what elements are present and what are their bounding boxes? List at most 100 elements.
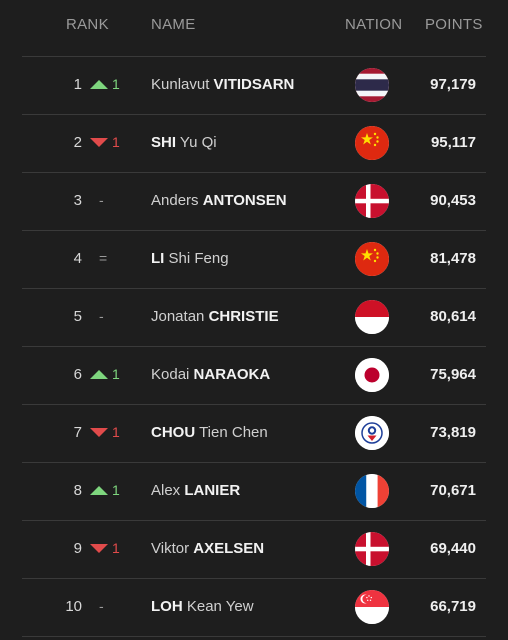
rank-number: 8: [73, 482, 82, 499]
player-points: 95,117: [430, 134, 476, 151]
name-column-header[interactable]: NAME: [151, 16, 196, 33]
player-name[interactable]: LI Shi Feng: [151, 250, 229, 267]
player-last-name: LI: [151, 250, 165, 267]
player-last-name: SHI: [151, 134, 177, 151]
table-row[interactable]: 10 - LOH Kean Yew 66,719: [22, 578, 486, 637]
table-row[interactable]: 5 - Jonatan CHRISTIE 80,614: [22, 288, 486, 346]
player-last-name: NARAOKA: [193, 366, 271, 383]
player-name[interactable]: LOH Kean Yew: [151, 598, 254, 615]
rank-movement-value: -: [99, 192, 104, 208]
rank-movement: 1: [90, 482, 130, 500]
player-name[interactable]: Jonatan CHRISTIE: [151, 308, 279, 325]
singapore-flag-icon: [355, 590, 389, 624]
rank-down-arrow-icon: [90, 543, 108, 553]
table-row[interactable]: 8 1 Alex LANIER 70,671: [22, 462, 486, 520]
player-name[interactable]: Viktor AXELSEN: [151, 540, 264, 557]
player-last-name: LOH: [151, 598, 183, 615]
thailand-flag-icon: [355, 68, 389, 102]
rank-movement-value: 1: [112, 76, 120, 92]
rank-movement: 1: [90, 76, 130, 94]
player-first-name: Jonatan: [151, 308, 205, 325]
rank-number: 1: [73, 76, 82, 93]
rank-up-arrow-icon: [90, 485, 108, 495]
rank-movement: 1: [90, 366, 130, 384]
points-column-header[interactable]: POINTS: [425, 16, 483, 33]
table-row[interactable]: 7 1 CHOU Tien Chen 73,819: [22, 404, 486, 462]
player-name[interactable]: Kodai NARAOKA: [151, 366, 270, 383]
rank-number: 7: [73, 424, 82, 441]
player-points: 90,453: [430, 192, 476, 209]
player-points: 80,614: [430, 308, 476, 325]
player-first-name: Alex: [151, 482, 181, 499]
player-first-name: Kunlavut: [151, 76, 210, 93]
rank-up-arrow-icon: [90, 79, 108, 89]
player-name[interactable]: Alex LANIER: [151, 482, 240, 499]
player-points: 81,478: [430, 250, 476, 267]
rank-movement: -: [90, 598, 139, 616]
player-first-name: Kean Yew: [186, 598, 254, 615]
table-row[interactable]: 4 = LI Shi Feng 81,478: [22, 230, 486, 288]
rank-movement-value: =: [99, 250, 108, 266]
player-first-name: Yu Qi: [179, 134, 217, 151]
rank-number: 3: [73, 192, 82, 209]
rank-number: 9: [73, 540, 82, 557]
indonesia-flag-icon: [355, 300, 389, 334]
france-flag-icon: [355, 474, 389, 508]
player-first-name: Kodai: [151, 366, 190, 383]
rank-number: 2: [73, 134, 82, 151]
rank-movement-value: 1: [112, 482, 120, 498]
table-row[interactable]: 9 1 Viktor AXELSEN 69,440: [22, 520, 486, 578]
table-row[interactable]: 6 1 Kodai NARAOKA 75,964: [22, 346, 486, 404]
player-points: 97,179: [430, 76, 476, 93]
rank-movement-value: -: [99, 598, 104, 614]
table-row[interactable]: 1 1 Kunlavut VITIDSARN 97,179: [22, 56, 486, 114]
rank-movement: =: [90, 250, 139, 268]
player-first-name: Viktor: [151, 540, 190, 557]
player-name[interactable]: SHI Yu Qi: [151, 134, 217, 151]
rank-column-header[interactable]: RANK: [66, 16, 109, 33]
rank-number: 5: [73, 308, 82, 325]
player-points: 73,819: [430, 424, 476, 441]
china-flag-icon: [355, 126, 389, 160]
rank-number: 6: [73, 366, 82, 383]
rank-movement-value: 1: [112, 540, 120, 556]
rank-movement-value: 1: [112, 134, 120, 150]
player-points: 70,671: [430, 482, 476, 499]
rank-down-arrow-icon: [90, 137, 108, 147]
rank-movement-value: 1: [112, 366, 120, 382]
player-last-name: VITIDSARN: [213, 76, 295, 93]
rank-movement-value: -: [99, 308, 104, 324]
player-last-name: LANIER: [184, 482, 241, 499]
rank-movement: -: [90, 192, 139, 210]
player-first-name: Tien Chen: [199, 424, 268, 441]
china-flag-icon: [355, 242, 389, 276]
rank-number: 10: [65, 598, 82, 615]
rank-down-arrow-icon: [90, 427, 108, 437]
rank-movement: 1: [90, 134, 130, 152]
player-points: 66,719: [430, 598, 476, 615]
denmark-flag-icon: [355, 184, 389, 218]
denmark-flag-icon: [355, 532, 389, 566]
rank-up-arrow-icon: [90, 369, 108, 379]
player-name[interactable]: Kunlavut VITIDSARN: [151, 76, 294, 93]
table-row[interactable]: 2 1 SHI Yu Qi 95,117: [22, 114, 486, 172]
player-name[interactable]: CHOU Tien Chen: [151, 424, 268, 441]
player-name[interactable]: Anders ANTONSEN: [151, 192, 287, 209]
japan-flag-icon: [355, 358, 389, 392]
player-last-name: CHRISTIE: [208, 308, 279, 325]
player-first-name: Anders: [151, 192, 199, 209]
table-header: RANK NAME NATION POINTS: [0, 0, 508, 54]
table-row[interactable]: 3 - Anders ANTONSEN 90,453: [22, 172, 486, 230]
player-last-name: CHOU: [151, 424, 196, 441]
rank-movement: 1: [90, 540, 130, 558]
rank-movement: -: [90, 308, 139, 326]
player-last-name: ANTONSEN: [202, 192, 287, 209]
rank-movement-value: 1: [112, 424, 120, 440]
rankings-table: 1 1 Kunlavut VITIDSARN 97,179 2 1 SHI Yu Qi 95,…: [22, 56, 486, 637]
player-first-name: Shi Feng: [168, 250, 229, 267]
rank-number: 4: [73, 250, 82, 267]
rank-movement: 1: [90, 424, 130, 442]
chinese-taipei-flag-icon: [355, 416, 389, 450]
nation-column-header[interactable]: NATION: [345, 16, 403, 33]
player-points: 69,440: [430, 540, 476, 557]
